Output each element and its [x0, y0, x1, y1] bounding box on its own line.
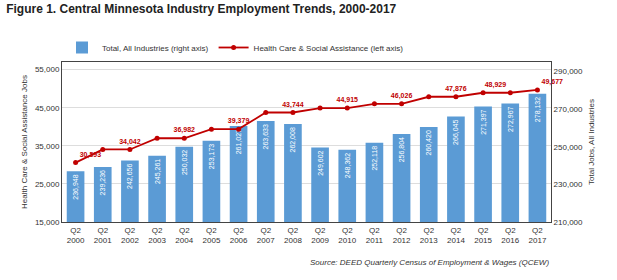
svg-text:Total Jobs, All Industries: Total Jobs, All Industries: [587, 99, 596, 185]
svg-text:290,000: 290,000: [554, 67, 583, 76]
svg-text:15,000: 15,000: [35, 218, 60, 227]
svg-text:Total, All Industries (right a: Total, All Industries (right axis): [102, 44, 209, 53]
svg-text:48,929: 48,929: [485, 81, 507, 89]
svg-text:Health Care & Social Assistanc: Health Care & Social Assistance (left ax…: [254, 44, 404, 53]
svg-text:55,000: 55,000: [35, 65, 60, 74]
svg-text:47,876: 47,876: [445, 85, 467, 93]
svg-text:Q22007: Q22007: [257, 226, 275, 245]
svg-text:44,915: 44,915: [337, 96, 359, 104]
svg-text:248,362: 248,362: [344, 153, 351, 178]
svg-text:270,000: 270,000: [554, 105, 583, 114]
svg-text:242,656: 242,656: [126, 164, 133, 189]
svg-text:35,000: 35,000: [35, 142, 60, 151]
svg-text:263,633: 263,633: [262, 124, 269, 149]
svg-text:250,000: 250,000: [554, 143, 583, 152]
svg-text:39,379: 39,379: [228, 117, 250, 125]
svg-text:252,118: 252,118: [371, 146, 378, 171]
svg-text:260,420: 260,420: [425, 130, 432, 155]
svg-text:Q22014: Q22014: [447, 226, 465, 245]
svg-text:25,000: 25,000: [35, 180, 60, 189]
svg-text:250,032: 250,032: [181, 150, 188, 175]
svg-text:36,982: 36,982: [174, 126, 196, 134]
svg-text:Q22006: Q22006: [230, 226, 248, 245]
svg-text:Figure 1. Central Minnesota In: Figure 1. Central Minnesota Industry Emp…: [6, 2, 396, 16]
svg-text:46,026: 46,026: [391, 92, 413, 100]
svg-text:Q22012: Q22012: [393, 226, 411, 245]
svg-text:Q22001: Q22001: [94, 226, 112, 245]
svg-text:249,602: 249,602: [317, 150, 324, 175]
svg-text:253,173: 253,173: [208, 144, 215, 169]
svg-text:Q22017: Q22017: [529, 226, 547, 245]
svg-text:261,027: 261,027: [235, 129, 242, 154]
svg-text:Q22011: Q22011: [366, 226, 384, 245]
svg-text:43,744: 43,744: [282, 101, 304, 109]
svg-text:210,000: 210,000: [554, 218, 583, 227]
svg-text:230,000: 230,000: [554, 180, 583, 189]
svg-text:Q22005: Q22005: [203, 226, 221, 245]
svg-text:Q22004: Q22004: [175, 226, 193, 245]
svg-text:256,804: 256,804: [398, 137, 405, 162]
svg-text:Q22009: Q22009: [311, 226, 329, 245]
svg-text:Source: DEED Quarterly Census: Source: DEED Quarterly Census of Employm…: [310, 258, 549, 267]
svg-text:271,397: 271,397: [480, 109, 487, 134]
svg-text:Health Care & Social Assistanc: Health Care & Social Assistance Jobs: [20, 75, 29, 209]
svg-text:34,042: 34,042: [119, 138, 141, 146]
svg-text:262,008: 262,008: [289, 127, 296, 152]
svg-text:Q22003: Q22003: [148, 226, 166, 245]
svg-text:266,045: 266,045: [452, 120, 459, 145]
svg-text:245,261: 245,261: [154, 159, 161, 184]
svg-text:Q22015: Q22015: [474, 226, 492, 245]
svg-text:Q22010: Q22010: [338, 226, 356, 245]
svg-text:236,948: 236,948: [72, 174, 79, 199]
svg-text:Q22002: Q22002: [121, 226, 139, 245]
svg-text:Q22000: Q22000: [67, 226, 85, 245]
svg-text:278,132: 278,132: [534, 97, 541, 122]
svg-text:49,677: 49,677: [542, 78, 564, 86]
svg-text:Q22008: Q22008: [284, 226, 302, 245]
svg-text:Q22013: Q22013: [420, 226, 438, 245]
svg-text:272,967: 272,967: [507, 106, 514, 131]
svg-text:239,236: 239,236: [99, 170, 106, 195]
svg-text:30,593: 30,593: [80, 151, 102, 159]
svg-text:Q22016: Q22016: [501, 226, 519, 245]
svg-text:45,000: 45,000: [35, 104, 60, 113]
